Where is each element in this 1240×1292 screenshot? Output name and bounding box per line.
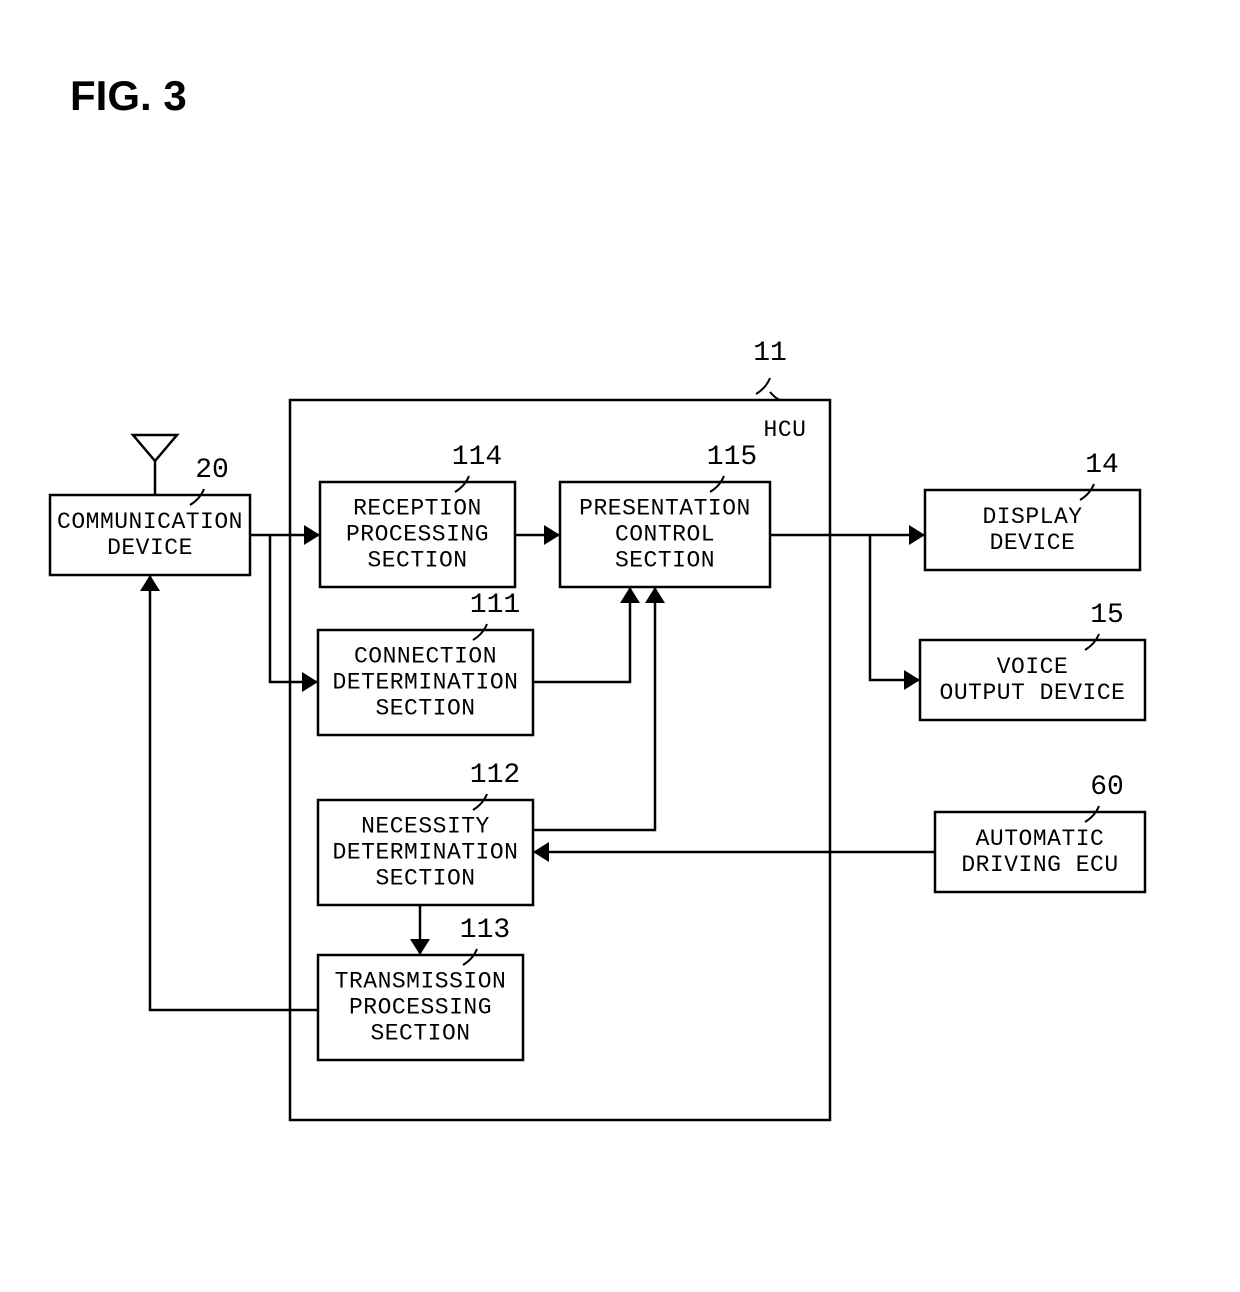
antenna-icon	[133, 435, 177, 461]
edge-nec-pres	[533, 587, 655, 830]
node-disp-label-0: DISPLAY	[982, 504, 1082, 530]
ref-auto: 60	[1090, 772, 1124, 803]
edge-pres-voice	[870, 535, 920, 680]
node-conn-label-2: SECTION	[375, 696, 475, 722]
edge-trans-comm	[150, 575, 318, 1010]
svg-text:HCU: HCU	[764, 417, 807, 443]
node-nec-label-1: DETERMINATION	[333, 840, 519, 866]
svg-text:11: 11	[753, 338, 787, 369]
node-recv-label-2: SECTION	[367, 548, 467, 574]
node-trans-label-0: TRANSMISSION	[335, 969, 507, 995]
node-comm-label-1: DEVICE	[107, 535, 193, 561]
node-conn-label-0: CONNECTION	[354, 644, 497, 670]
edge-conn-pres	[533, 587, 630, 682]
edge-comm-conn	[270, 535, 318, 682]
node-comm-label-0: COMMUNICATION	[57, 509, 243, 535]
ref-conn: 111	[470, 590, 520, 621]
ref-pres: 115	[707, 442, 757, 473]
node-pres-label-2: SECTION	[615, 548, 715, 574]
node-recv-label-0: RECEPTION	[353, 496, 482, 522]
ref-recv: 114	[452, 442, 502, 473]
node-pres-label-1: CONTROL	[615, 522, 715, 548]
node-nec-label-0: NECESSITY	[361, 814, 490, 840]
ref-trans: 113	[460, 915, 510, 946]
node-nec-label-2: SECTION	[375, 866, 475, 892]
node-disp-label-1: DEVICE	[990, 530, 1076, 556]
node-voice-label-1: OUTPUT DEVICE	[940, 680, 1126, 706]
node-auto-label-1: DRIVING ECU	[961, 852, 1118, 878]
ref-nec: 112	[470, 760, 520, 791]
node-recv-label-1: PROCESSING	[346, 522, 489, 548]
ref-voice: 15	[1090, 600, 1124, 631]
figure-title: FIG. 3	[70, 72, 187, 119]
ref-comm: 20	[195, 455, 229, 486]
node-pres-label-0: PRESENTATION	[579, 496, 751, 522]
node-trans-label-2: SECTION	[370, 1021, 470, 1047]
node-auto-label-0: AUTOMATIC	[976, 826, 1105, 852]
ref-disp: 14	[1085, 450, 1119, 481]
node-voice-label-0: VOICE	[997, 654, 1069, 680]
node-conn-label-1: DETERMINATION	[333, 670, 519, 696]
node-trans-label-1: PROCESSING	[349, 995, 492, 1021]
